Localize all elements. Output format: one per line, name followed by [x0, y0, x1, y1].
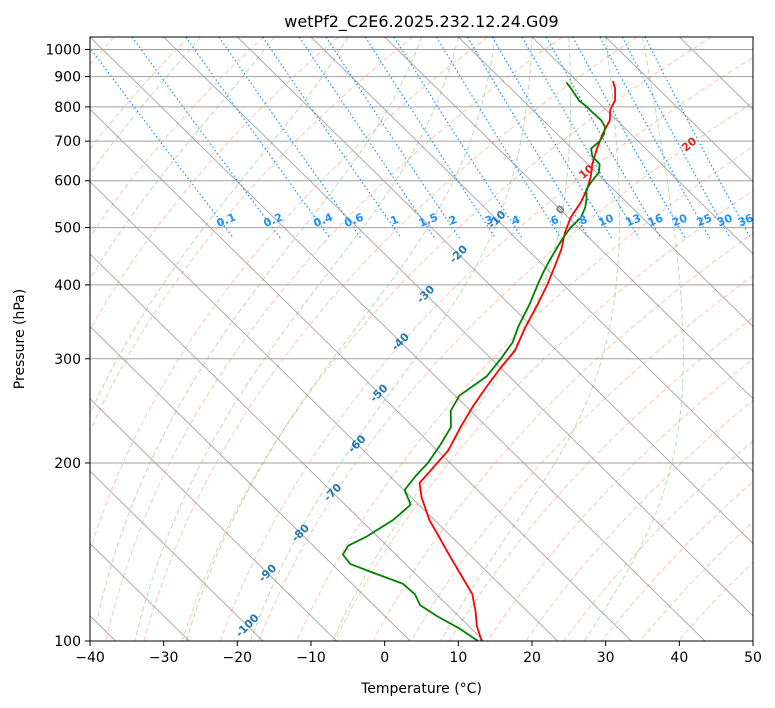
mixing-ratio-label: 10: [596, 211, 615, 229]
y-tick-label: 500: [54, 221, 81, 237]
mixing-ratio-line: [572, 37, 686, 239]
x-tick-label: −30: [149, 650, 179, 666]
dry-adiabat-line: [90, 37, 414, 433]
isotherm-line: [457, 37, 753, 328]
y-axis-ticks: 100 200 300 400 500 600 700 800 900 1000: [45, 43, 90, 650]
moist-adiabat-line: [185, 37, 496, 641]
dry-adiabat-line: [143, 37, 638, 641]
mixing-ratio-label: 8: [577, 213, 589, 228]
mixing-ratio-line: [393, 37, 523, 239]
moist-adiabat-line: [440, 37, 620, 641]
dry-adiabat-line: [105, 37, 563, 641]
dry-adiabat-line: [90, 37, 339, 331]
mixing-ratio-label: 36: [736, 211, 755, 229]
y-tick-label: 300: [54, 352, 81, 368]
x-tick-label: −40: [75, 650, 105, 666]
y-tick-label: 1000: [45, 43, 81, 59]
mixing-ratio-label: 1: [389, 213, 401, 228]
mixing-ratio-label: 2: [447, 213, 459, 228]
dry-adiabat-line: [334, 189, 753, 641]
y-tick-label: 700: [54, 134, 81, 150]
isotherm-line: [90, 470, 264, 641]
dry-adiabat-line: [563, 440, 753, 641]
x-tick-label: 50: [744, 650, 762, 666]
mixing-ratio-label: 16: [646, 211, 665, 229]
mixing-ratio-line: [364, 37, 497, 239]
isotherm-line: [752, 37, 753, 38]
mixing-ratio-line: [491, 37, 613, 239]
y-tick-label: 200: [54, 456, 81, 472]
y-tick-label: 400: [54, 278, 81, 294]
mixing-ratio-line: [545, 37, 662, 239]
mixing-ratio-line: [131, 37, 281, 239]
mixing-ratio-line: [325, 37, 460, 239]
isotherm-line: [163, 37, 753, 617]
dry-adiabat-line: [296, 146, 753, 641]
isotherm-line: [90, 37, 706, 641]
isotherm-line: [384, 37, 753, 400]
mixing-ratio-label: 20: [670, 211, 689, 229]
mixing-ratio-line: [262, 37, 402, 239]
x-tick-label: −10: [296, 650, 326, 666]
sounding-profiles: [341, 80, 617, 641]
x-tick-label: 30: [597, 650, 615, 666]
mixing-ratio-label: 25: [695, 211, 714, 229]
mixing-ratio-line: [218, 37, 362, 239]
y-tick-label: 600: [54, 174, 81, 190]
y-tick-label: 800: [54, 100, 81, 116]
mixing-ratio-line: [466, 37, 590, 239]
moist-adiabat-line: [331, 37, 572, 641]
isotherm-line: [531, 37, 753, 255]
plot-frame: [89, 36, 754, 642]
dry-adiabat-line: [90, 37, 264, 238]
isotherm-line: [310, 37, 753, 472]
plot-background: [90, 37, 753, 641]
mixing-ratio-label: 13: [624, 211, 643, 229]
moist-adiabat-line: [90, 37, 275, 280]
x-tick-label: 10: [449, 650, 467, 666]
isotherm-line: [90, 108, 632, 641]
isotherm-line: [90, 398, 337, 641]
dry-adiabat-line: [372, 232, 753, 641]
mixing-ratio-line: [298, 37, 436, 239]
mixing-ratio-line: [435, 37, 562, 239]
moist-adiabat-line: [584, 37, 684, 641]
x-axis-ticks: −40 −30 −20 −10 0 10 20 30 40 50: [75, 641, 762, 666]
y-axis-label: Pressure (hPa): [12, 289, 28, 389]
dry-adiabat-line: [181, 37, 712, 641]
moist-adiabat-line: [134, 37, 459, 641]
mixing-ratio-line: [599, 37, 711, 239]
mixing-ratio-label: 3: [483, 213, 495, 228]
y-tick-label: 900: [54, 70, 81, 86]
isotherm-line: [90, 181, 558, 641]
dewpoint-profile-line: [341, 81, 606, 641]
x-tick-label: −20: [223, 650, 253, 666]
dry-adiabat-line: [219, 56, 753, 641]
moist-adiabat-line: [97, 37, 422, 617]
isotherm-line: [90, 253, 485, 641]
dry-adiabat-line: [448, 316, 753, 641]
moist-adiabat-line: [90, 37, 349, 415]
moist-adiabat-line: [249, 37, 533, 641]
x-tick-label: 20: [523, 650, 541, 666]
x-tick-label: 0: [380, 650, 389, 666]
dry-adiabat-line: [410, 275, 753, 641]
temperature-profile-line: [418, 80, 617, 641]
dry-adiabat-line: [639, 521, 753, 641]
y-tick-label: 100: [54, 634, 81, 650]
moist-adiabat-line: [90, 37, 201, 175]
isotherm-line: [90, 325, 411, 641]
isotherm-line: [236, 37, 753, 545]
x-tick-label: 40: [670, 650, 688, 666]
dry-adiabat-line: [90, 37, 488, 553]
dry-adiabat-line: [258, 101, 753, 641]
pressure-gridlines: [90, 49, 753, 641]
x-axis-label: Temperature (°C): [360, 681, 482, 697]
mixing-ratio-label: 30: [715, 211, 734, 229]
chart-title: wetPf2_C2E6.2025.232.12.24.G09: [284, 12, 558, 32]
isotherm-line: [605, 37, 753, 183]
background-lines: [90, 37, 753, 641]
